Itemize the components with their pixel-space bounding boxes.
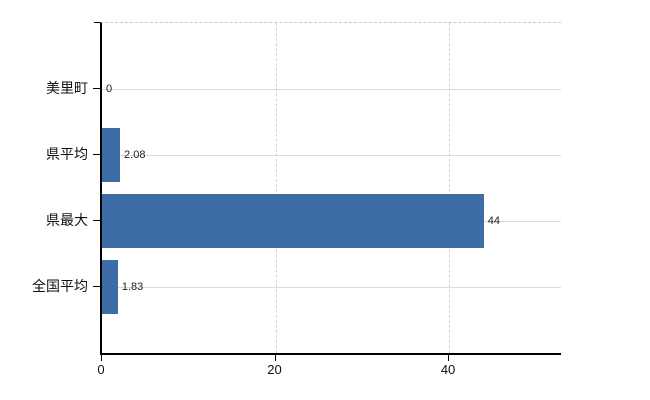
value-label: 2.08 [124, 149, 146, 161]
category-label: 美里町 [46, 80, 88, 96]
x-gridline [449, 23, 451, 353]
value-label: 0 [106, 83, 113, 95]
bar [102, 128, 121, 182]
x-gridline [275, 23, 277, 353]
y-axis-end-tick [94, 22, 100, 23]
x-tick-label: 40 [440, 362, 456, 377]
y-axis-tick [93, 220, 100, 221]
bar [102, 260, 118, 314]
y-axis-tick [93, 154, 100, 155]
category-gridline [102, 89, 561, 90]
category-gridline [102, 287, 561, 288]
bar [102, 194, 484, 248]
x-axis-tick [274, 355, 276, 361]
y-axis-tick [93, 286, 100, 287]
value-label: 1.83 [121, 281, 144, 293]
x-axis-tick [101, 355, 102, 361]
y-axis-tick [93, 88, 100, 89]
x-tick-label: 0 [97, 362, 105, 377]
x-axis-tick [448, 355, 450, 361]
category-gridline [102, 155, 561, 156]
category-label: 県最大 [46, 212, 88, 228]
x-tick-label: 20 [267, 362, 282, 377]
category-label: 県平均 [46, 146, 88, 162]
value-label: 44 [487, 215, 501, 227]
category-label: 全国平均 [32, 278, 88, 294]
plot-area: 0 2.08 44 1.83 [100, 22, 561, 355]
